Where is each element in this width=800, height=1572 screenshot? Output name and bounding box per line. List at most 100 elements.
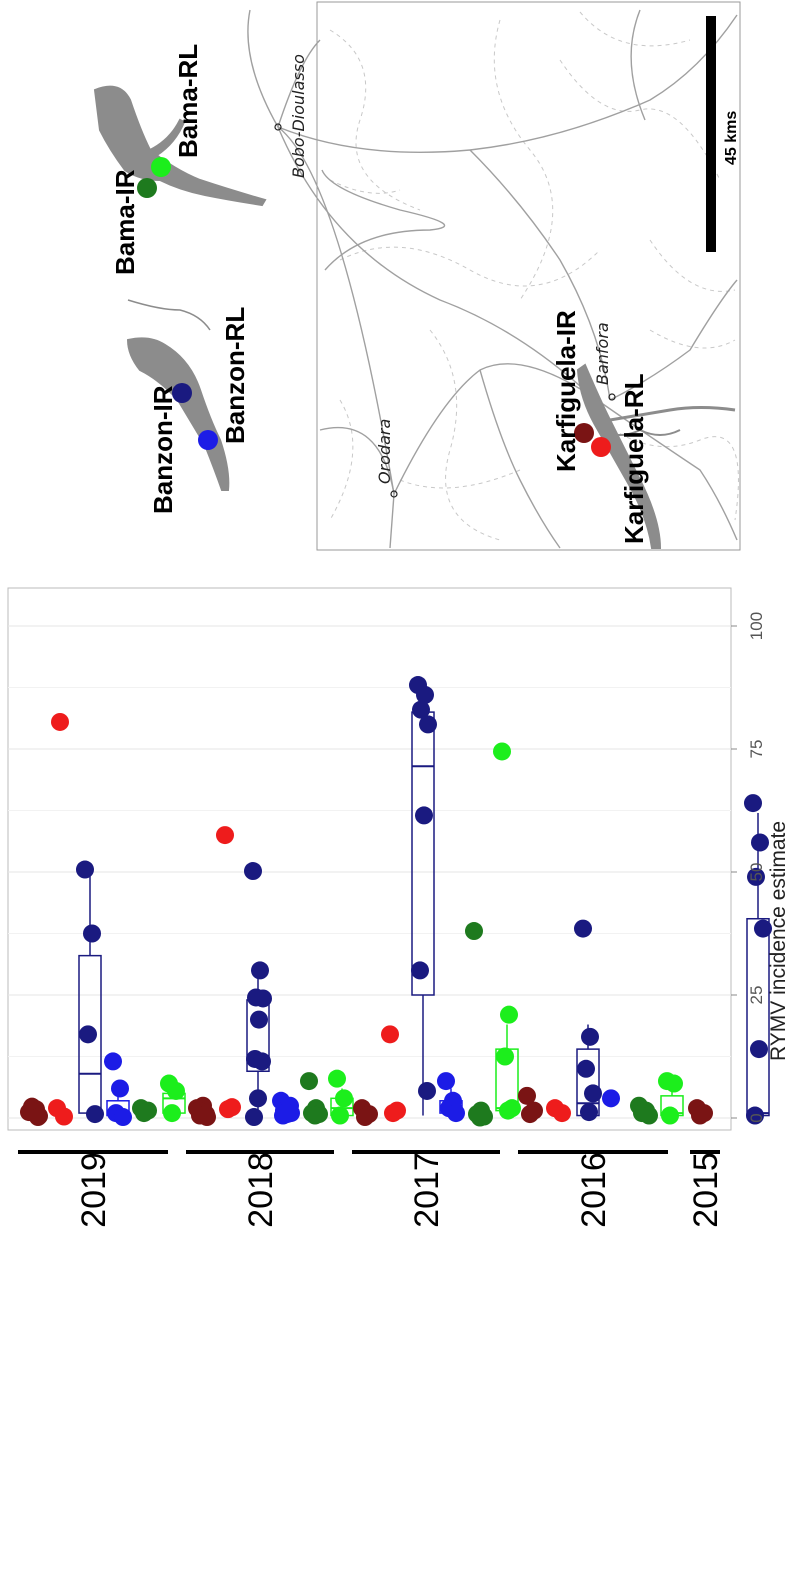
- site-label-banzon-ir: Banzon-IR: [148, 385, 178, 514]
- data-point: [500, 1005, 518, 1024]
- data-point: [197, 1105, 215, 1124]
- plot-panel: [7, 587, 732, 1131]
- data-point: [471, 1108, 489, 1127]
- data-point: [744, 794, 762, 813]
- town-label-banfora: Banfora: [593, 322, 612, 385]
- data-point: [306, 1106, 324, 1125]
- data-point: [384, 1104, 402, 1123]
- data-point: [331, 1106, 349, 1125]
- data-point: [665, 1074, 683, 1093]
- data-point: [253, 1052, 271, 1071]
- data-point: [746, 1106, 764, 1125]
- data-point: [437, 1072, 455, 1091]
- site-label-bama-ir: Bama-IR: [110, 169, 140, 275]
- year-label: 2015: [687, 1152, 725, 1228]
- data-point: [83, 924, 101, 943]
- site-marker-bama-rl: [151, 157, 171, 177]
- data-point: [277, 1103, 295, 1122]
- data-point: [104, 1052, 122, 1071]
- year-layer: 2019 2018 2017 2016 2015: [18, 1150, 725, 1228]
- data-point: [356, 1108, 374, 1127]
- site-label-karfiguela-rl: Karfiguela-RL: [619, 373, 649, 544]
- data-point: [691, 1106, 709, 1125]
- data-point: [418, 1081, 436, 1100]
- data-point: [381, 1025, 399, 1044]
- x-tick-label: 0: [747, 1113, 766, 1122]
- data-point: [412, 700, 430, 719]
- point-layer: [20, 676, 772, 1127]
- site-marker-bama-ir: [137, 178, 157, 198]
- site-marker-banzon-ir: [172, 383, 192, 403]
- tick-layer: 0 25 50 75 100: [731, 612, 766, 1123]
- town-label-bobo: Bobo-Dioulasso: [289, 54, 308, 178]
- data-point: [86, 1105, 104, 1124]
- data-point: [29, 1108, 47, 1127]
- data-point: [300, 1072, 318, 1091]
- data-point: [465, 922, 483, 941]
- data-point: [51, 712, 69, 731]
- x-tick-label: 75: [747, 740, 766, 759]
- town-label-orodara: Orodara: [375, 419, 394, 484]
- year-label: 2017: [408, 1152, 446, 1228]
- data-point: [602, 1089, 620, 1108]
- site-label-banzon-rl: Banzon-RL: [220, 307, 250, 444]
- water-bodies: [93, 85, 736, 549]
- site-label-bama-rl: Bama-RL: [173, 44, 203, 158]
- data-point: [135, 1104, 153, 1123]
- data-point: [580, 1103, 598, 1122]
- data-point: [219, 1100, 237, 1119]
- data-point: [245, 1108, 263, 1127]
- data-point: [167, 1081, 185, 1100]
- data-point: [751, 833, 769, 852]
- data-point: [415, 806, 433, 825]
- town-marker-orodara: [390, 490, 398, 498]
- data-point: [335, 1089, 353, 1108]
- data-point: [76, 860, 94, 879]
- data-point: [577, 1059, 595, 1078]
- minor-roads: [329, 11, 739, 541]
- data-point: [499, 1101, 517, 1120]
- site-marker-karfiguela-ir: [574, 423, 594, 443]
- main-roads: [247, 9, 738, 549]
- year-label: 2018: [242, 1152, 280, 1228]
- data-point: [251, 961, 269, 980]
- data-point: [493, 742, 511, 761]
- data-point: [661, 1106, 679, 1125]
- site-marker-banzon-rl: [198, 430, 218, 450]
- data-point: [419, 715, 437, 734]
- data-point: [111, 1079, 129, 1098]
- x-tick-label: 50: [747, 863, 766, 882]
- year-label: 2019: [75, 1152, 113, 1228]
- data-point: [584, 1084, 602, 1103]
- data-point: [750, 1040, 768, 1059]
- data-point: [163, 1104, 181, 1123]
- town-marker-banfora: [608, 393, 616, 401]
- data-point: [328, 1069, 346, 1088]
- data-point: [216, 826, 234, 845]
- data-point: [754, 919, 772, 938]
- data-point: [581, 1027, 599, 1046]
- site-marker-karfiguela-rl: [591, 437, 611, 457]
- x-tick-label: 25: [747, 986, 766, 1005]
- town-marker-bobo: [274, 123, 282, 131]
- x-tick-label: 100: [747, 612, 766, 640]
- x-axis-title: RYMV incidence estimate: [767, 821, 790, 1061]
- data-point: [521, 1105, 539, 1124]
- data-point: [411, 961, 429, 980]
- data-point: [250, 1010, 268, 1029]
- data-point: [244, 862, 262, 881]
- scale-bar-label: 45 kms: [723, 111, 740, 165]
- data-point: [518, 1086, 536, 1105]
- data-point: [747, 867, 765, 886]
- data-point: [447, 1104, 465, 1123]
- scale-bar: [706, 16, 716, 252]
- data-point: [640, 1106, 658, 1125]
- site-label-karfiguela-ir: Karfiguela-IR: [551, 310, 581, 472]
- data-point: [55, 1107, 73, 1126]
- data-point: [574, 919, 592, 938]
- data-point: [553, 1104, 571, 1123]
- data-point: [114, 1108, 132, 1127]
- data-point: [249, 1089, 267, 1108]
